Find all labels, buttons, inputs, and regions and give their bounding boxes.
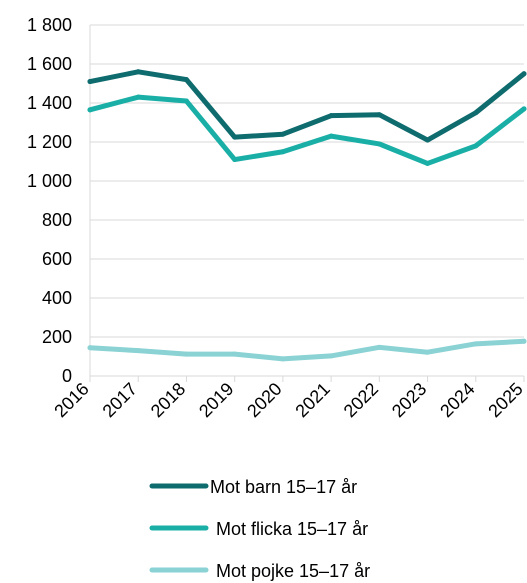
- y-tick-label: 200: [42, 327, 72, 347]
- data-point: [135, 69, 141, 75]
- y-tick-label: 1 000: [27, 171, 72, 191]
- data-point: [87, 345, 93, 351]
- y-tick-label: 800: [42, 210, 72, 230]
- data-point: [183, 98, 189, 104]
- series-line-0: [87, 69, 527, 143]
- data-point: [87, 79, 93, 85]
- data-point: [183, 77, 189, 83]
- data-point: [376, 112, 382, 118]
- data-point: [521, 106, 527, 112]
- y-tick-label: 1 200: [27, 132, 72, 152]
- data-point: [232, 134, 238, 140]
- data-point: [328, 133, 334, 139]
- y-tick-label: 400: [42, 288, 72, 308]
- data-point: [328, 353, 334, 359]
- series-line-2: [87, 338, 527, 362]
- data-point: [425, 160, 431, 166]
- data-point: [376, 344, 382, 350]
- x-tick-label: 2023: [388, 379, 430, 421]
- data-point: [183, 351, 189, 357]
- data-point: [280, 149, 286, 155]
- y-tick-label: 600: [42, 249, 72, 269]
- data-point: [521, 71, 527, 77]
- x-tick-label: 2025: [484, 379, 526, 421]
- gridlines: [90, 24, 524, 338]
- data-point: [425, 137, 431, 143]
- x-tick-label: 2016: [50, 379, 92, 421]
- x-tick-label: 2018: [147, 379, 189, 421]
- x-tick-label: 2024: [436, 379, 478, 421]
- data-point: [280, 356, 286, 362]
- y-tick-label: 0: [62, 366, 72, 386]
- series-lines: [87, 69, 527, 362]
- y-tick-label: 1 400: [27, 93, 72, 113]
- data-point: [232, 157, 238, 163]
- data-point: [425, 349, 431, 355]
- x-tick-label: 2017: [99, 379, 141, 421]
- x-tick-label: 2022: [340, 379, 382, 421]
- x-tick-label: 2019: [195, 379, 237, 421]
- data-point: [473, 110, 479, 116]
- y-tick-label: 1 800: [27, 15, 72, 35]
- legend-label-1: Mot flicka 15–17 år: [216, 519, 368, 539]
- legend-label-0: Mot barn 15–17 år: [210, 477, 357, 497]
- data-point: [376, 141, 382, 147]
- x-tick-label: 2021: [291, 379, 333, 421]
- data-point: [135, 348, 141, 354]
- data-point: [280, 131, 286, 137]
- data-point: [473, 143, 479, 149]
- data-point: [87, 107, 93, 113]
- data-point: [135, 94, 141, 100]
- x-tick-label: 2020: [243, 379, 285, 421]
- data-point: [521, 338, 527, 344]
- y-tick-label: 1 600: [27, 54, 72, 74]
- data-point: [328, 113, 334, 119]
- legend-label-2: Mot pojke 15–17 år: [216, 561, 370, 581]
- series-line-1: [87, 94, 527, 166]
- legend: Mot barn 15–17 år Mot flicka 15–17 år Mot …: [149, 477, 370, 581]
- data-point: [232, 351, 238, 357]
- data-point: [473, 341, 479, 347]
